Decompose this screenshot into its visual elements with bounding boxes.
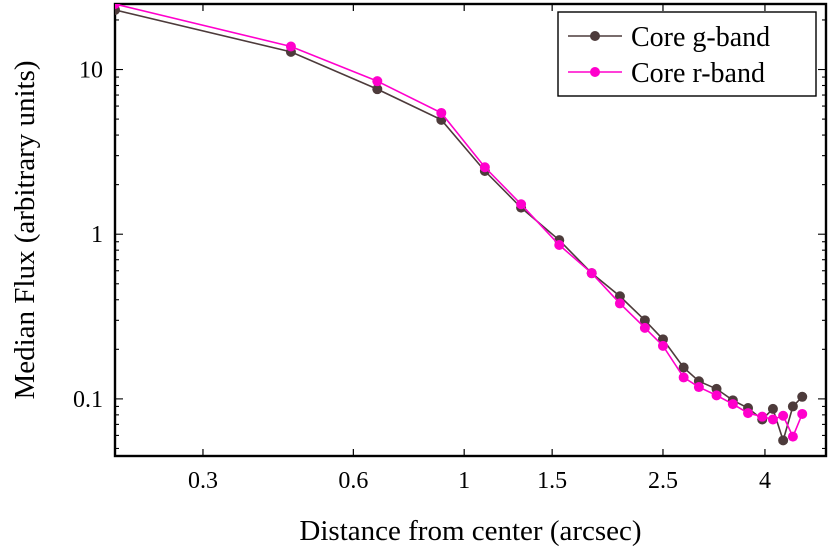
data-point (678, 372, 689, 383)
data-point (285, 41, 296, 52)
data-point (372, 84, 383, 95)
y-tick-label: 0.1 (73, 387, 103, 413)
data-point (757, 411, 768, 422)
data-point (778, 410, 789, 421)
legend-label: Core g-band (631, 22, 770, 53)
data-point (372, 76, 383, 87)
data-point (693, 382, 704, 393)
x-tick-label: 1.5 (537, 468, 567, 494)
data-point (657, 340, 668, 351)
x-axis-label: Distance from center (arcsec) (299, 515, 641, 547)
plot-area (113, 2, 828, 458)
data-point (778, 435, 789, 446)
data-point (787, 401, 798, 412)
data-point (639, 322, 650, 333)
data-point (516, 199, 527, 210)
data-point (586, 268, 597, 279)
data-point (554, 239, 565, 250)
data-point (639, 315, 650, 326)
x-tick-label: 0.3 (188, 468, 218, 494)
data-point (767, 403, 778, 414)
data-point (614, 298, 625, 309)
x-axis-ticks: 0.3 0.6 1 1.5 2.5 4 (188, 4, 771, 494)
legend-label: Core r-band (631, 58, 765, 89)
data-point (479, 162, 490, 173)
data-point (678, 362, 689, 373)
x-tick-label: 1 (458, 468, 470, 494)
legend-marker (590, 67, 600, 77)
data-point (787, 431, 798, 442)
data-point (436, 107, 447, 118)
y-axis-label: Median Flux (arbitrary units) (9, 60, 41, 399)
data-point (743, 408, 754, 419)
legend-item: Core g-band (568, 22, 770, 53)
data-point (767, 414, 778, 425)
legend-marker (590, 31, 600, 41)
y-tick-label: 1 (91, 222, 103, 248)
x-tick-label: 2.5 (648, 468, 678, 494)
x-tick-label: 0.6 (338, 468, 368, 494)
y-tick-label: 10 (79, 58, 103, 84)
series-2 (115, 4, 808, 442)
data-point (115, 4, 120, 9)
legend: Core g-band Core r-band (557, 11, 817, 97)
data-point (727, 399, 738, 410)
legend-item: Core r-band (568, 58, 765, 89)
x-tick-label: 4 (759, 468, 771, 494)
data-point (711, 390, 722, 401)
data-point (797, 391, 808, 402)
data-point (614, 291, 625, 302)
data-point (797, 408, 808, 419)
plot-frame (113, 2, 828, 458)
y-axis-ticks: 0.1 1 10 (73, 19, 826, 450)
legend-box (557, 11, 817, 97)
series-layer (115, 4, 808, 446)
